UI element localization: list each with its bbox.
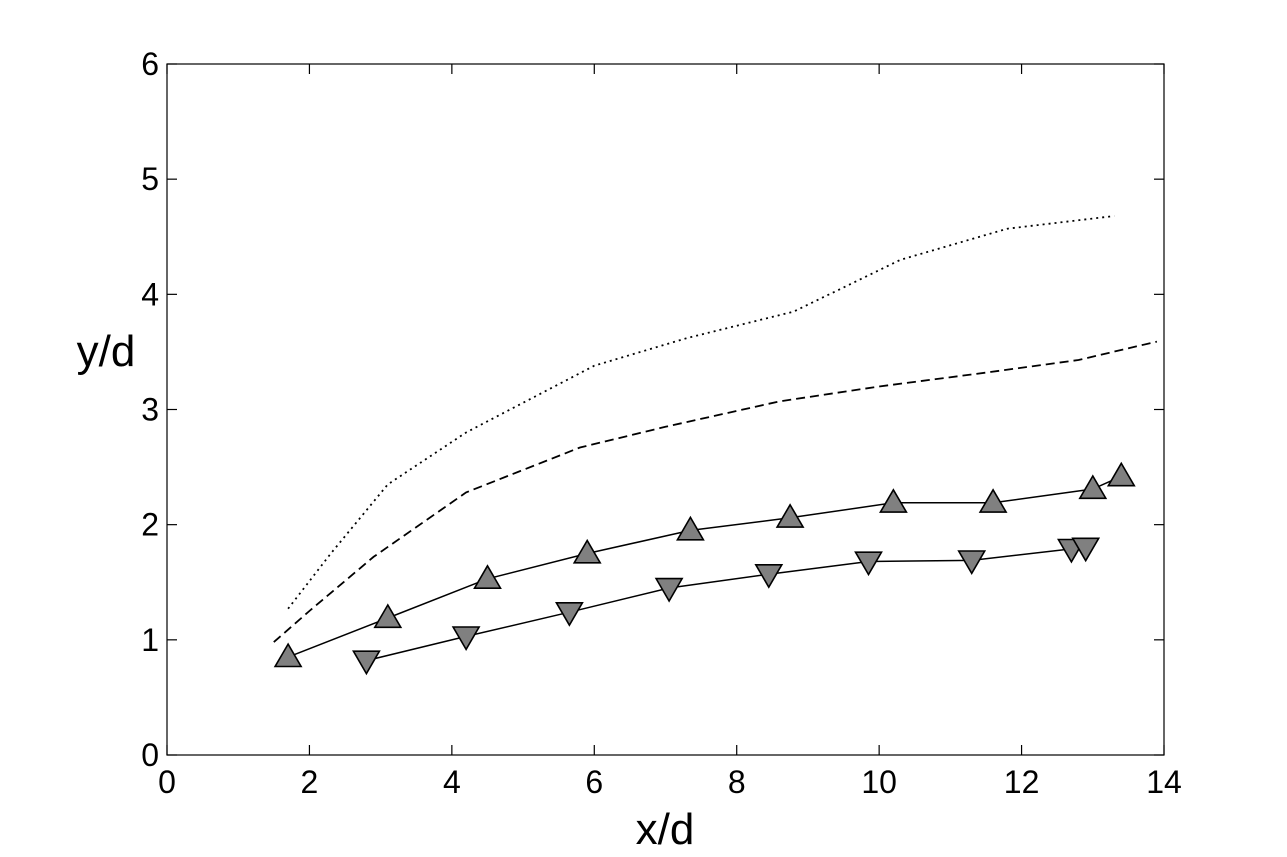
series-2-line xyxy=(273,340,1158,643)
x-tick-label: 14 xyxy=(1146,764,1182,800)
series-1-line xyxy=(287,215,1115,610)
y-tick-label: 2 xyxy=(141,507,159,543)
x-tick-label: 10 xyxy=(861,764,897,800)
series-3-point xyxy=(775,503,805,528)
x-tick-label: 8 xyxy=(728,764,746,800)
x-tick-label: 6 xyxy=(585,764,603,800)
x-axis-label: x/d xyxy=(636,805,695,854)
series-4 xyxy=(352,537,1101,676)
y-tick-label: 0 xyxy=(141,737,159,773)
x-tick-label: 4 xyxy=(443,764,461,800)
series-3-line xyxy=(287,475,1122,658)
series-4-point xyxy=(854,551,883,577)
x-tick-label: 2 xyxy=(301,764,319,800)
x-tick-label: 12 xyxy=(1004,764,1040,800)
y-tick-label: 6 xyxy=(141,46,159,82)
series-3-point xyxy=(1106,461,1136,487)
series-3-point xyxy=(1078,474,1108,500)
y-tick-label: 3 xyxy=(141,392,159,428)
series-3 xyxy=(273,461,1136,668)
plot-area xyxy=(166,63,1165,756)
series-3-point xyxy=(273,642,303,668)
series-3-point xyxy=(572,538,602,564)
series-4-point xyxy=(754,563,784,589)
series-4-point xyxy=(654,577,684,603)
series-4-point xyxy=(352,650,381,676)
series-2 xyxy=(273,340,1158,643)
y-axis-label: y/d xyxy=(77,327,136,376)
series-4-point xyxy=(451,626,481,651)
series-3-point xyxy=(879,488,908,513)
series-4-point xyxy=(555,601,584,627)
x-tick-label: 0 xyxy=(158,764,176,800)
y-tick-label: 1 xyxy=(141,622,159,658)
series-4-point xyxy=(1071,537,1101,563)
series-3-point xyxy=(473,564,502,590)
y-tick-label: 5 xyxy=(141,161,159,197)
series-3-point xyxy=(373,603,403,629)
series-1 xyxy=(287,215,1115,610)
y-tick-label: 4 xyxy=(141,276,159,312)
series-3-point xyxy=(676,515,705,541)
series-4-point xyxy=(957,550,987,575)
series-3-point xyxy=(978,488,1008,513)
